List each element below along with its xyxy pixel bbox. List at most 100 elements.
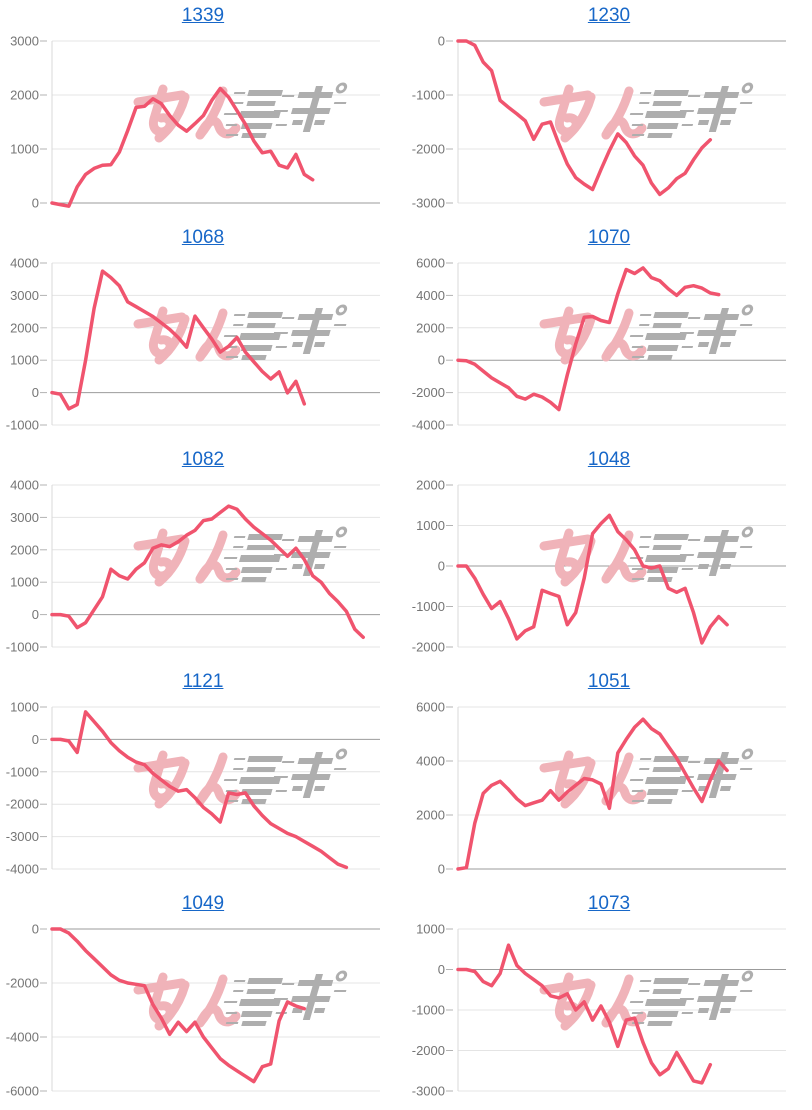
y-tick-label: 0 bbox=[438, 559, 445, 574]
payout-series-line bbox=[50, 269, 307, 411]
y-tick-label: 0 bbox=[438, 34, 445, 49]
y-tick-label: -4000 bbox=[412, 418, 445, 433]
chart-cell: 1051 0 2000 4000 6000 bbox=[406, 666, 812, 888]
minrepo-watermark-icon bbox=[544, 750, 758, 804]
y-tick-label: 2000 bbox=[10, 320, 39, 335]
y-tick-label: 2000 bbox=[416, 478, 445, 493]
minrepo-watermark-icon bbox=[544, 972, 758, 1026]
machine-number-link[interactable]: 1048 bbox=[587, 449, 631, 470]
y-tick-label: 4000 bbox=[416, 754, 445, 769]
payout-line-chart: 0 -2000 -4000 -6000 bbox=[6, 922, 380, 1099]
y-tick-label: -1000 bbox=[6, 418, 39, 433]
y-tick-label: -4000 bbox=[6, 1030, 39, 1045]
y-tick-label: 1000 bbox=[416, 518, 445, 533]
y-tick-label: 1000 bbox=[10, 142, 39, 157]
payout-line-chart: -4000 -2000 0 2000 4000 6000 bbox=[412, 256, 786, 433]
y-tick-label: 0 bbox=[438, 862, 445, 877]
y-tick-label: -1000 bbox=[412, 599, 445, 614]
payout-series-line bbox=[456, 266, 721, 412]
chart-title-row: 1068 bbox=[0, 226, 406, 251]
minrepo-watermark-icon bbox=[138, 750, 352, 804]
payout-series-line bbox=[50, 86, 315, 208]
y-tick-label: 6000 bbox=[416, 700, 445, 715]
payout-line-chart: 0 1000 2000 3000 bbox=[10, 34, 380, 211]
y-tick-label: 4000 bbox=[10, 478, 39, 493]
payout-line-chart: 0 -1000 -2000 -3000 bbox=[412, 34, 786, 211]
machine-number-link[interactable]: 1121 bbox=[182, 671, 224, 692]
y-tick-label: -6000 bbox=[6, 1084, 39, 1099]
chart-title-row: 1082 bbox=[0, 448, 406, 473]
minrepo-watermark-icon bbox=[544, 528, 758, 582]
y-tick-label: -1000 bbox=[6, 764, 39, 779]
payout-series-line bbox=[50, 927, 307, 1084]
chart-cell: 1070 -4000 -2000 0 2000 4000 6000 bbox=[406, 222, 812, 444]
payout-series-line bbox=[456, 39, 713, 197]
machine-number-link[interactable]: 1339 bbox=[181, 5, 225, 26]
chart-title-row: 1230 bbox=[406, 4, 812, 29]
y-tick-label: -2000 bbox=[6, 976, 39, 991]
minrepo-watermark-icon bbox=[138, 972, 352, 1026]
y-tick-label: -3000 bbox=[6, 829, 39, 844]
machine-number-link[interactable]: 1082 bbox=[181, 449, 225, 470]
y-tick-label: 4000 bbox=[416, 288, 445, 303]
y-tick-label: 0 bbox=[32, 732, 39, 747]
machine-number-link[interactable]: 1073 bbox=[587, 893, 631, 914]
y-tick-label: 1000 bbox=[10, 575, 39, 590]
y-tick-label: -1000 bbox=[412, 88, 445, 103]
y-tick-label: 1000 bbox=[10, 700, 39, 715]
y-tick-label: 2000 bbox=[10, 542, 39, 557]
chart-cell: 1048 -2000 -1000 0 1000 2000 bbox=[406, 444, 812, 666]
y-tick-label: 0 bbox=[438, 353, 445, 368]
y-tick-label: 3000 bbox=[10, 288, 39, 303]
machine-number-link[interactable]: 1230 bbox=[587, 5, 631, 26]
y-tick-label: 2000 bbox=[10, 88, 39, 103]
y-tick-label: 3000 bbox=[10, 510, 39, 525]
payout-line-chart: -1000 0 1000 2000 3000 4000 bbox=[6, 256, 380, 433]
y-tick-label: -4000 bbox=[6, 862, 39, 877]
y-tick-label: -2000 bbox=[412, 385, 445, 400]
chart-title-row: 1048 bbox=[406, 448, 812, 473]
chart-title-row: 1070 bbox=[406, 226, 812, 251]
machine-number-link[interactable]: 1070 bbox=[587, 227, 631, 248]
machine-number-link[interactable]: 1049 bbox=[181, 893, 225, 914]
minrepo-watermark-icon bbox=[138, 528, 352, 582]
y-tick-label: 0 bbox=[32, 607, 39, 622]
y-tick-label: 0 bbox=[32, 196, 39, 211]
y-tick-label: -3000 bbox=[412, 196, 445, 211]
chart-cell: 1121 -4000 -3000 -2000 -1000 0 1000 bbox=[0, 666, 406, 888]
y-tick-label: 1000 bbox=[416, 922, 445, 937]
y-tick-label: -2000 bbox=[412, 1043, 445, 1058]
payout-series-line bbox=[50, 504, 365, 640]
y-tick-label: -1000 bbox=[412, 1003, 445, 1018]
chart-cell: 1049 0 -2000 -4000 -6000 bbox=[0, 888, 406, 1110]
chart-title-row: 1121 bbox=[0, 670, 406, 695]
minrepo-watermark-icon bbox=[544, 84, 758, 138]
y-tick-label: 0 bbox=[32, 922, 39, 937]
payout-series-line bbox=[456, 943, 713, 1085]
chart-cell: 1082 -1000 0 1000 2000 3000 4000 bbox=[0, 444, 406, 666]
payout-line-chart: -3000 -2000 -1000 0 1000 bbox=[412, 922, 786, 1099]
y-tick-label: 0 bbox=[32, 385, 39, 400]
payout-series-line bbox=[50, 710, 349, 870]
y-tick-label: -2000 bbox=[412, 142, 445, 157]
machine-number-link[interactable]: 1068 bbox=[181, 227, 225, 248]
y-tick-label: -1000 bbox=[6, 640, 39, 655]
minrepo-watermark-icon bbox=[544, 306, 758, 360]
y-tick-label: 3000 bbox=[10, 34, 39, 49]
y-tick-label: 2000 bbox=[416, 808, 445, 823]
payout-series-line bbox=[456, 513, 729, 645]
y-tick-label: 0 bbox=[438, 962, 445, 977]
y-tick-label: -2000 bbox=[6, 797, 39, 812]
y-tick-label: 6000 bbox=[416, 256, 445, 271]
payout-series-line bbox=[456, 717, 729, 871]
chart-cell: 1339 0 1000 2000 3000 bbox=[0, 0, 406, 222]
chart-cell: 1230 0 -1000 -2000 -3000 bbox=[406, 0, 812, 222]
chart-title-row: 1339 bbox=[0, 4, 406, 29]
payout-line-chart: -4000 -3000 -2000 -1000 0 1000 bbox=[6, 700, 380, 877]
chart-cell: 1073 -3000 -2000 -1000 0 1000 bbox=[406, 888, 812, 1110]
y-tick-label: -2000 bbox=[412, 640, 445, 655]
y-tick-label: -3000 bbox=[412, 1084, 445, 1099]
payout-line-chart: -2000 -1000 0 1000 2000 bbox=[412, 478, 786, 655]
machine-number-link[interactable]: 1051 bbox=[587, 671, 631, 692]
